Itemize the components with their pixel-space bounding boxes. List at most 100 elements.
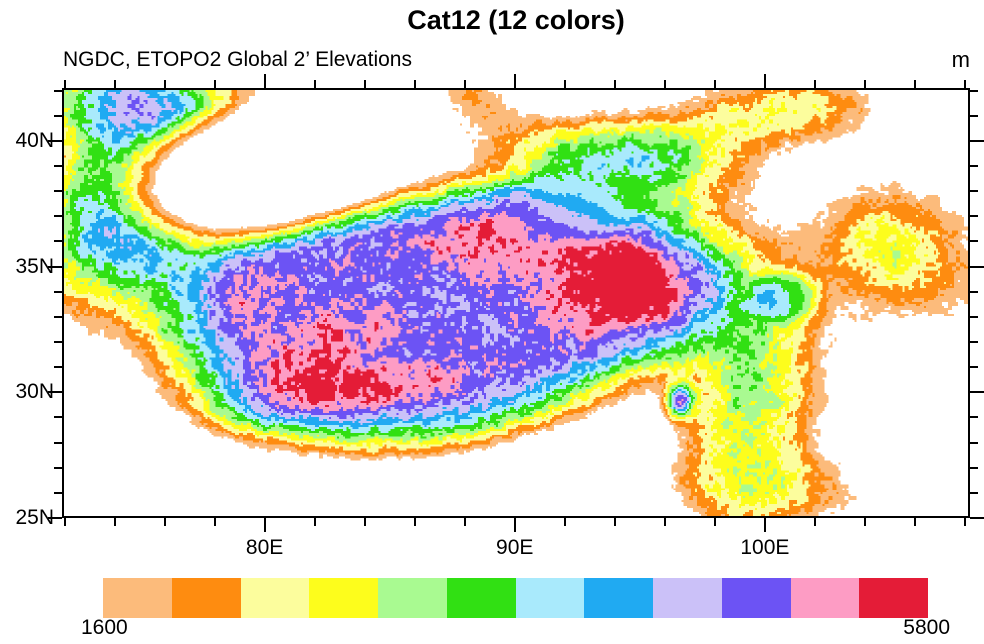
colorbar-swatch	[653, 578, 722, 618]
lon-minor-tick	[114, 518, 116, 526]
colorbar-swatch	[859, 578, 928, 618]
colorbar-swatch	[103, 578, 172, 618]
lon-minor-tick	[314, 518, 316, 526]
colorbar	[103, 578, 928, 618]
lon-major-tick	[764, 74, 766, 88]
lat-minor-tick	[54, 416, 62, 418]
lon-minor-tick	[364, 80, 366, 88]
colorbar-swatch	[584, 578, 653, 618]
lat-major-tick	[48, 140, 62, 142]
lon-major-tick	[514, 518, 516, 532]
lat-tick-label: 30N	[15, 380, 54, 404]
colorbar-swatch	[171, 578, 241, 618]
lat-minor-tick	[970, 90, 978, 92]
lat-minor-tick	[970, 341, 978, 343]
lon-minor-tick	[664, 80, 666, 88]
lat-minor-tick	[54, 341, 62, 343]
lon-major-tick	[264, 518, 266, 532]
lon-major-tick	[514, 74, 516, 88]
lon-minor-tick	[164, 80, 166, 88]
lat-minor-tick	[970, 165, 978, 167]
lat-minor-tick	[54, 316, 62, 318]
lat-tick-label: 25N	[15, 506, 54, 529]
lat-tick-label: 35N	[15, 254, 54, 278]
lat-minor-tick	[54, 366, 62, 368]
lat-minor-tick	[970, 467, 978, 469]
lon-minor-tick	[564, 518, 566, 526]
lon-major-tick	[764, 518, 766, 532]
lat-minor-tick	[54, 190, 62, 192]
lon-minor-tick	[214, 518, 216, 526]
subtitle-left: NGDC, ETOPO2 Global 2’ Elevations	[63, 48, 412, 71]
lon-minor-tick	[914, 80, 916, 88]
lon-minor-tick	[464, 518, 466, 526]
map-plot-area	[62, 88, 970, 518]
lat-major-tick	[48, 517, 62, 519]
lat-minor-tick	[970, 115, 978, 117]
lat-minor-tick	[54, 492, 62, 494]
lon-minor-tick	[314, 80, 316, 88]
lat-minor-tick	[54, 442, 62, 444]
lon-minor-tick	[64, 80, 66, 88]
lat-minor-tick	[54, 165, 62, 167]
lon-minor-tick	[614, 518, 616, 526]
lat-minor-tick	[970, 240, 978, 242]
colorbar-max-label: 5800	[903, 616, 950, 639]
lat-minor-tick	[970, 190, 978, 192]
lon-minor-tick	[364, 518, 366, 526]
lon-minor-tick	[914, 518, 916, 526]
lat-major-tick	[970, 391, 984, 393]
colorbar-swatch	[309, 578, 378, 618]
lat-minor-tick	[970, 366, 978, 368]
lat-minor-tick	[970, 442, 978, 444]
lon-minor-tick	[964, 80, 966, 88]
lat-minor-tick	[970, 416, 978, 418]
colorbar-swatch	[515, 578, 585, 618]
lat-minor-tick	[54, 115, 62, 117]
lon-minor-tick	[864, 80, 866, 88]
lat-major-tick	[970, 140, 984, 142]
lon-minor-tick	[864, 518, 866, 526]
colorbar-swatch	[378, 578, 447, 618]
units-label: m	[951, 47, 970, 72]
colorbar-swatch	[721, 578, 791, 618]
lon-minor-tick	[664, 518, 666, 526]
lon-tick-label: 90E	[496, 536, 534, 559]
lon-minor-tick	[614, 80, 616, 88]
lat-major-tick	[970, 266, 984, 268]
lon-minor-tick	[714, 518, 716, 526]
lon-minor-tick	[464, 80, 466, 88]
lat-minor-tick	[54, 90, 62, 92]
lat-minor-tick	[54, 240, 62, 242]
colorbar-swatch	[240, 578, 310, 618]
lat-major-tick	[48, 391, 62, 393]
lon-minor-tick	[814, 80, 816, 88]
lon-minor-tick	[714, 80, 716, 88]
lat-major-tick	[970, 517, 984, 519]
page-title: Cat12 (12 colors)	[407, 5, 625, 35]
lon-minor-tick	[414, 80, 416, 88]
lat-minor-tick	[970, 291, 978, 293]
lon-tick-label: 80E	[245, 536, 284, 559]
lon-minor-tick	[164, 518, 166, 526]
colorbar-min-label: 1600	[81, 616, 128, 639]
lon-minor-tick	[214, 80, 216, 88]
lat-major-tick	[48, 266, 62, 268]
elevation-map-canvas	[64, 90, 968, 516]
lon-minor-tick	[414, 518, 416, 526]
lat-minor-tick	[54, 467, 62, 469]
lat-minor-tick	[54, 291, 62, 293]
lat-minor-tick	[970, 316, 978, 318]
lon-major-tick	[264, 74, 266, 88]
lon-minor-tick	[564, 80, 566, 88]
lon-minor-tick	[964, 518, 966, 526]
colorbar-swatch	[790, 578, 860, 618]
lat-minor-tick	[54, 215, 62, 217]
lon-tick-label: 100E	[740, 536, 790, 559]
lon-minor-tick	[114, 80, 116, 88]
lon-minor-tick	[814, 518, 816, 526]
colorbar-swatch	[446, 578, 516, 618]
lat-tick-label: 40N	[15, 128, 54, 152]
lat-minor-tick	[970, 492, 978, 494]
